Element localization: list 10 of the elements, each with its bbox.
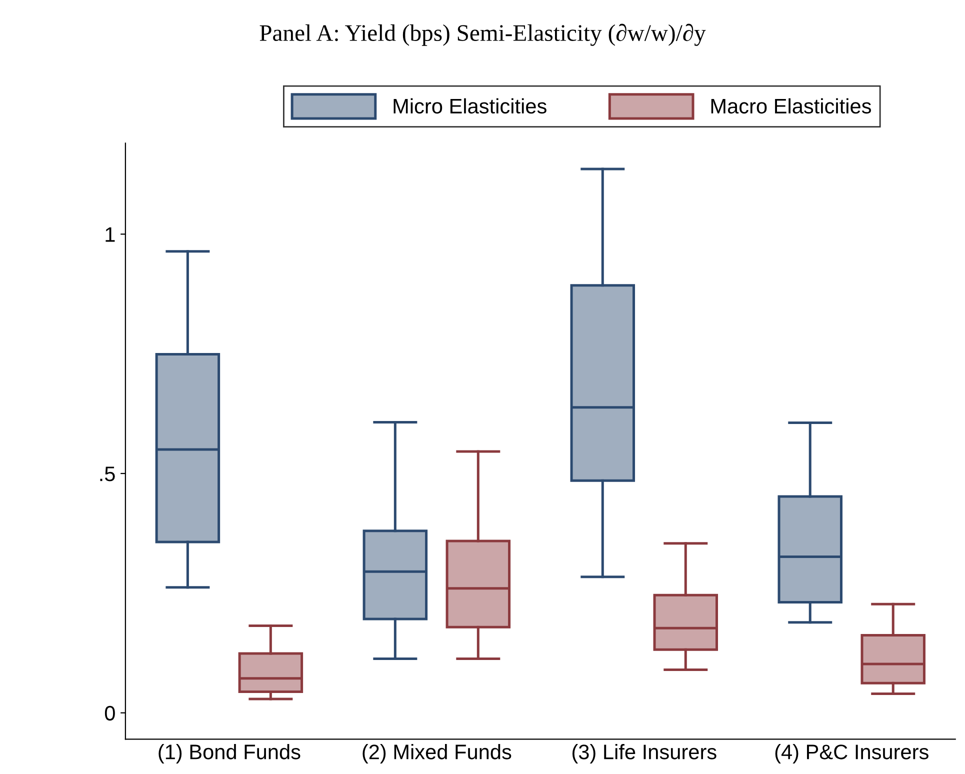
x-tick-label: (4) P&C Insurers [775, 744, 928, 764]
legend-label: Macro Elasticities [711, 98, 871, 114]
y-tick-label: 0 [104, 706, 115, 721]
chart-title: Panel A: Yield (bps) Semi-Elasticity (∂w/w)/∂y [260, 24, 706, 46]
x-tick-label: (2) Mixed Funds [362, 744, 512, 764]
x-tick-label: (3) Life Insurers [572, 744, 716, 764]
x-tick-label: (1) Bond Funds [158, 744, 300, 764]
y-tick-label: .5 [100, 466, 115, 482]
legend-label: Micro Elasticities [394, 98, 546, 114]
y-tick-label: 1 [106, 227, 115, 242]
